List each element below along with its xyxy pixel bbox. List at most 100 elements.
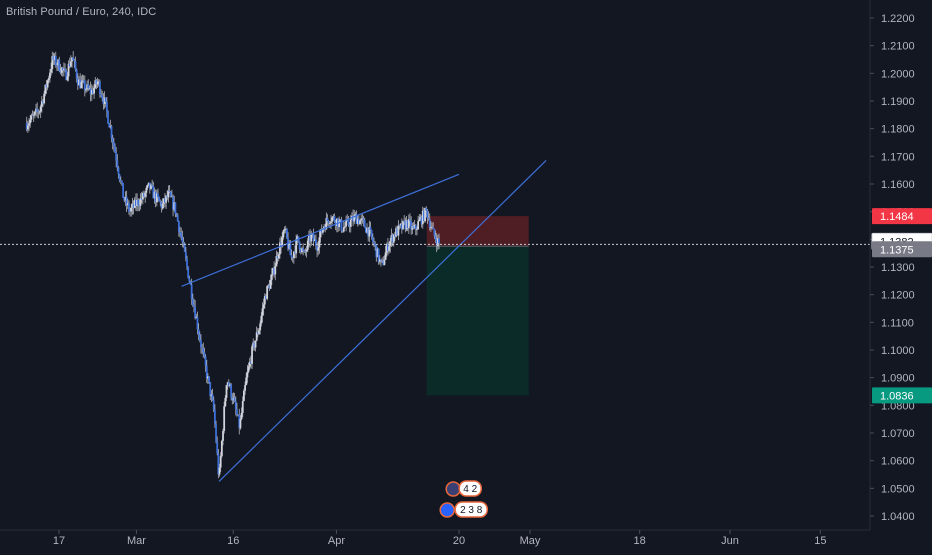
price-tick-label: 1.0600 bbox=[881, 456, 915, 468]
candle-body bbox=[224, 397, 227, 407]
price-tick-label: 1.0500 bbox=[881, 483, 915, 495]
candle-body bbox=[166, 195, 169, 198]
position-tool[interactable] bbox=[426, 216, 529, 396]
candle-body bbox=[49, 72, 51, 79]
price-axis[interactable] bbox=[870, 0, 932, 550]
candle-body bbox=[131, 203, 134, 208]
candle-body bbox=[151, 184, 154, 187]
candle-body bbox=[296, 236, 299, 240]
candle-body bbox=[117, 167, 120, 175]
candle-body bbox=[354, 214, 357, 216]
candle-body bbox=[371, 237, 374, 242]
price-tick-label: 1.2100 bbox=[881, 41, 915, 53]
time-tick-label: 15 bbox=[814, 535, 826, 547]
trendlines[interactable] bbox=[181, 160, 547, 482]
candle-body bbox=[369, 226, 372, 231]
candle-body bbox=[279, 242, 281, 255]
candle-body bbox=[325, 218, 328, 230]
event-marker-uk[interactable]: 4 2 bbox=[445, 480, 482, 497]
candle-body bbox=[316, 245, 318, 251]
time-tick-label: Jun bbox=[721, 535, 739, 547]
candle-body bbox=[341, 230, 344, 232]
upper-wedge-line[interactable] bbox=[181, 173, 460, 287]
candle-body bbox=[262, 304, 265, 309]
candle-body bbox=[349, 219, 352, 227]
candle-body bbox=[410, 220, 413, 230]
candle-body bbox=[308, 235, 310, 241]
candle-body bbox=[59, 70, 62, 73]
candle-body bbox=[339, 219, 342, 222]
time-tick-label: May bbox=[520, 535, 541, 547]
time-axis[interactable] bbox=[0, 530, 932, 550]
candle-body bbox=[333, 216, 336, 222]
price-tick-label: 1.1000 bbox=[881, 345, 915, 357]
candle-body bbox=[36, 108, 39, 112]
candle-body bbox=[392, 234, 395, 243]
candle-body bbox=[133, 199, 136, 208]
candle-body bbox=[172, 196, 174, 210]
candle-body bbox=[30, 115, 33, 120]
flag-icon bbox=[439, 502, 455, 518]
candle-body bbox=[377, 248, 380, 262]
candle-body bbox=[399, 223, 402, 226]
candle-body bbox=[305, 249, 308, 252]
candle-body bbox=[282, 230, 285, 238]
candle-body bbox=[144, 192, 147, 197]
candle-body bbox=[332, 216, 335, 218]
candle-body bbox=[132, 203, 135, 208]
candle-body bbox=[31, 115, 34, 117]
candle-body bbox=[367, 227, 370, 237]
candle-body bbox=[211, 394, 214, 400]
stop-loss-zone[interactable] bbox=[426, 216, 529, 247]
candle-body bbox=[208, 376, 210, 383]
event-markers[interactable]: 4 2 2 3 8 bbox=[439, 480, 488, 518]
candle-body bbox=[414, 224, 417, 230]
candle-body bbox=[438, 238, 440, 244]
candle-body bbox=[56, 65, 58, 67]
candle-body bbox=[54, 55, 57, 66]
candle-body bbox=[145, 187, 148, 193]
candle-body bbox=[184, 251, 187, 259]
candle-body bbox=[141, 193, 144, 200]
candle-body bbox=[164, 198, 166, 203]
price-tick-label: 1.0400 bbox=[881, 511, 915, 523]
candle-body bbox=[124, 196, 127, 201]
candle-body bbox=[241, 401, 244, 413]
candle-body bbox=[216, 441, 219, 454]
candle-body bbox=[202, 348, 205, 353]
candle-body bbox=[159, 200, 162, 203]
candle-body bbox=[340, 219, 343, 231]
candle-body bbox=[292, 251, 295, 259]
candle-body bbox=[268, 285, 271, 289]
candle-body bbox=[212, 399, 215, 410]
candle-body bbox=[285, 228, 288, 238]
lower-wedge-line[interactable] bbox=[218, 160, 547, 482]
candle-body bbox=[433, 228, 436, 236]
candle-body bbox=[220, 440, 223, 457]
candle-body bbox=[231, 397, 234, 401]
candle-body bbox=[169, 191, 172, 197]
take-profit-zone[interactable] bbox=[426, 246, 529, 396]
price-label-text: 1.0836 bbox=[880, 390, 914, 402]
candle-body bbox=[118, 174, 121, 181]
candle-body bbox=[69, 61, 72, 67]
candle-body bbox=[269, 279, 272, 289]
candle-body bbox=[315, 239, 317, 246]
candle-body bbox=[261, 308, 264, 316]
candle-body bbox=[435, 239, 438, 246]
candle-body bbox=[311, 233, 314, 235]
candle-body bbox=[205, 365, 208, 379]
candle-body bbox=[207, 376, 209, 379]
candle-body bbox=[317, 247, 320, 251]
candle-body bbox=[239, 419, 242, 429]
candle-body bbox=[76, 78, 79, 86]
candle-body bbox=[88, 88, 91, 90]
candle-body bbox=[52, 56, 55, 61]
event-count: 2 3 8 bbox=[460, 505, 483, 516]
price-tick-label: 1.1600 bbox=[881, 179, 915, 191]
candle-body bbox=[256, 332, 259, 335]
event-marker-eu[interactable]: 2 3 8 bbox=[439, 501, 488, 518]
candle-body bbox=[416, 229, 418, 231]
